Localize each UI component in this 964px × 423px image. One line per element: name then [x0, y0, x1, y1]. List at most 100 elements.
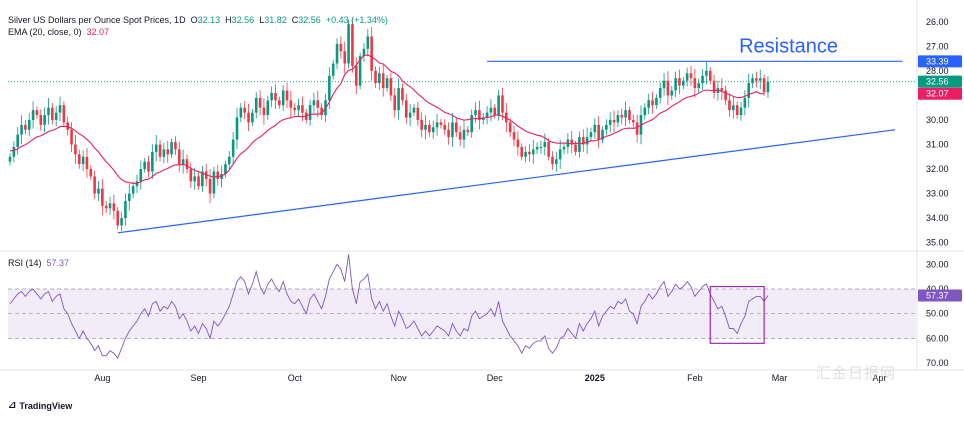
candle-body [254, 97, 258, 113]
candle-body [278, 100, 281, 106]
candle-body [458, 132, 462, 140]
candle-body [54, 112, 58, 120]
ema-label: EMA (20, close, 0) [8, 27, 82, 37]
candle-body [116, 210, 120, 226]
candle-body [439, 122, 443, 125]
candle-body [428, 124, 431, 133]
price-axis-label: 33.39 [926, 56, 949, 66]
candle-body [197, 176, 200, 187]
candle-body [351, 24, 354, 66]
candle-body [174, 142, 177, 150]
change-value: +0.43 (+1.34%) [325, 15, 388, 25]
candle-body [408, 112, 412, 118]
candle-body [670, 90, 674, 96]
close-value: 32.56 [298, 15, 321, 25]
candle-body [751, 78, 754, 84]
candle-body [151, 151, 154, 172]
candle-body [166, 149, 170, 155]
candle-body [593, 124, 597, 133]
candle-body [66, 122, 70, 130]
candle-body [597, 124, 600, 140]
candle-body [104, 205, 108, 209]
price-axis-label: 32.56 [926, 77, 949, 87]
candle-body [451, 122, 454, 138]
candle-body [370, 36, 373, 71]
candle-body [143, 161, 146, 170]
open-value: 32.13 [197, 15, 221, 25]
candle-body [243, 107, 246, 113]
candle-body [766, 81, 770, 93]
price-axis-label: 32.07 [926, 89, 949, 99]
rsi-axis-label: 57.37 [926, 291, 949, 301]
candle-body [412, 107, 416, 113]
candle-body [651, 100, 654, 106]
candle-body [662, 80, 666, 89]
candle-body [177, 149, 181, 165]
candle-body [347, 24, 350, 64]
watermark: 汇金日报网 [816, 365, 897, 382]
candle-body [120, 218, 123, 226]
candle-body [16, 134, 19, 147]
candle-body [31, 110, 35, 120]
candle-body [101, 188, 104, 206]
candle-body [51, 107, 54, 120]
candle-body [404, 100, 408, 118]
candle-body [24, 124, 27, 130]
candle-body [728, 100, 731, 111]
candle-body [497, 95, 500, 116]
candle-body [678, 78, 681, 86]
candle-body [489, 107, 493, 113]
price-axis-tick: 26.00 [926, 17, 949, 27]
candle-body [231, 139, 235, 157]
candle-body [297, 105, 300, 111]
price-axis-label-bg [918, 75, 962, 88]
candle-body [170, 142, 173, 155]
candle-body [228, 156, 231, 165]
candle-body [758, 78, 762, 81]
candle-body [112, 203, 116, 211]
candle-body [712, 80, 716, 93]
candle-body [747, 83, 751, 98]
price-axis-label-bg [918, 87, 962, 100]
candle-body [131, 186, 135, 194]
candle-body [558, 149, 562, 160]
candle-body [655, 97, 658, 106]
candle-body [612, 119, 616, 123]
candle-body [539, 146, 543, 148]
candle-body [605, 124, 608, 130]
candle-body [455, 122, 458, 133]
candle-body [308, 105, 312, 120]
candle-body [39, 115, 43, 125]
rsi-axis-tick: 60.00 [926, 333, 949, 343]
rsi-axis-label-bg [918, 289, 962, 302]
price-axis-tick: 34.00 [926, 213, 949, 223]
candle-body [551, 156, 554, 165]
price-axis-tick: 35.00 [926, 238, 949, 248]
candle-body [208, 178, 212, 194]
ema-legend: EMA (20, close, 0) 32.07 [8, 26, 109, 38]
candle-body [293, 107, 297, 111]
resistance-label: Resistance [739, 35, 838, 57]
candle-body [562, 146, 566, 150]
candle-body [77, 154, 81, 165]
time-axis-tick: Aug [94, 373, 110, 383]
candle-body [235, 117, 239, 140]
rsi-axis-tick: 50.00 [926, 309, 949, 319]
candle-body [601, 129, 604, 140]
candle-body [512, 132, 516, 140]
tradingview-logo[interactable]: ⊿ TradingView [8, 400, 72, 411]
tradingview-logo-text: TradingView [19, 400, 73, 411]
candle-body [393, 95, 397, 111]
support-trendline [117, 129, 895, 234]
candle-body [93, 176, 96, 194]
candle-body [508, 122, 512, 133]
candle-body [420, 119, 423, 130]
candle-body [127, 193, 131, 201]
candle-body [447, 129, 450, 138]
candle-body [270, 92, 273, 101]
candle-body [312, 100, 316, 106]
rsi-value: 57.37 [46, 258, 70, 268]
candle-body [378, 73, 381, 84]
candle-body [285, 90, 289, 101]
